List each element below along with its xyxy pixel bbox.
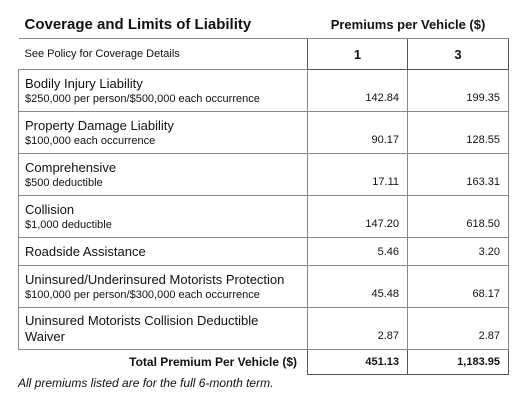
vehicle-heading: 3 [407, 38, 509, 70]
coverage-cell: Property Damage Liability $100,000 each o… [18, 111, 308, 154]
coverage-detail: $500 deductible [25, 176, 103, 189]
coverage-cell: Uninsured Motorists Collision Deductible… [18, 307, 308, 350]
premium-value: 128.55 [407, 111, 509, 154]
coverage-detail: $100,000 each occurrence [25, 134, 156, 147]
premium-value: 5.46 [307, 237, 408, 266]
coverage-row: Collision $1,000 deductible 147.20 618.50 [18, 195, 509, 238]
coverage-cell: Uninsured/Underinsured Motorists Protect… [18, 265, 308, 308]
premium-value: 68.17 [407, 265, 509, 308]
coverage-row: Bodily Injury Liability $250,000 per pers… [18, 69, 509, 112]
coverage-cell: Roadside Assistance [18, 237, 308, 266]
coverage-row: Uninsured Motorists Collision Deductible… [18, 307, 509, 350]
coverage-name: Bodily Injury Liability [25, 75, 143, 91]
coverage-cell: Bodily Injury Liability $250,000 per pers… [18, 69, 308, 112]
header-row: Coverage and Limits of Liability Premium… [18, 10, 509, 39]
coverage-name: Roadside Assistance [25, 243, 146, 259]
table-body: Bodily Injury Liability $250,000 per pers… [18, 69, 509, 350]
total-label: Total Premium Per Vehicle ($) [129, 355, 297, 369]
total-value: 451.13 [307, 349, 408, 375]
vehicle-heading: 1 [307, 38, 408, 70]
table-title: Coverage and Limits of Liability [18, 10, 308, 39]
premium-value: 2.87 [307, 307, 408, 350]
premium-value: 147.20 [307, 195, 408, 238]
premium-value: 199.35 [407, 69, 509, 112]
coverage-detail: $100,000 per person/$300,000 each occurr… [25, 288, 260, 301]
premium-value: 2.87 [407, 307, 509, 350]
coverage-detail: $1,000 deductible [25, 218, 112, 231]
coverage-cell: Comprehensive $500 deductible [18, 153, 308, 196]
coverage-row: Uninsured/Underinsured Motorists Protect… [18, 265, 509, 308]
coverage-name: Property Damage Liability [25, 117, 174, 133]
total-value: 1,183.95 [407, 349, 509, 375]
total-row: Total Premium Per Vehicle ($) 451.13 1,1… [19, 349, 509, 375]
premium-value: 90.17 [307, 111, 408, 154]
coverage-row: Comprehensive $500 deductible 17.11 163.31 [18, 153, 509, 196]
premium-value: 17.11 [307, 153, 408, 196]
subtitle: See Policy for Coverage Details [18, 38, 308, 70]
coverage-name: Uninsured Motorists Collision Deductible… [25, 312, 259, 344]
coverage-table: Coverage and Limits of Liability Premium… [18, 10, 509, 375]
premium-value: 142.84 [307, 69, 408, 112]
premium-value: 163.31 [407, 153, 509, 196]
coverage-row: Roadside Assistance 5.46 3.20 [18, 237, 509, 266]
premium-value: 45.48 [307, 265, 408, 308]
coverage-cell: Collision $1,000 deductible [18, 195, 308, 238]
premiums-heading: Premiums per Vehicle ($) [307, 10, 509, 39]
coverage-name: Uninsured/Underinsured Motorists Protect… [25, 271, 285, 287]
coverage-row: Property Damage Liability $100,000 each o… [18, 111, 509, 154]
coverage-detail: $250,000 per person/$500,000 each occurr… [25, 92, 260, 105]
coverage-name: Collision [25, 201, 75, 217]
footnote: All premiums listed are for the full 6-m… [18, 376, 274, 390]
premium-value: 3.20 [407, 237, 509, 266]
subheader-row: See Policy for Coverage Details 1 3 [18, 38, 509, 70]
coverage-name: Comprehensive [25, 159, 117, 175]
premium-value: 618.50 [407, 195, 509, 238]
